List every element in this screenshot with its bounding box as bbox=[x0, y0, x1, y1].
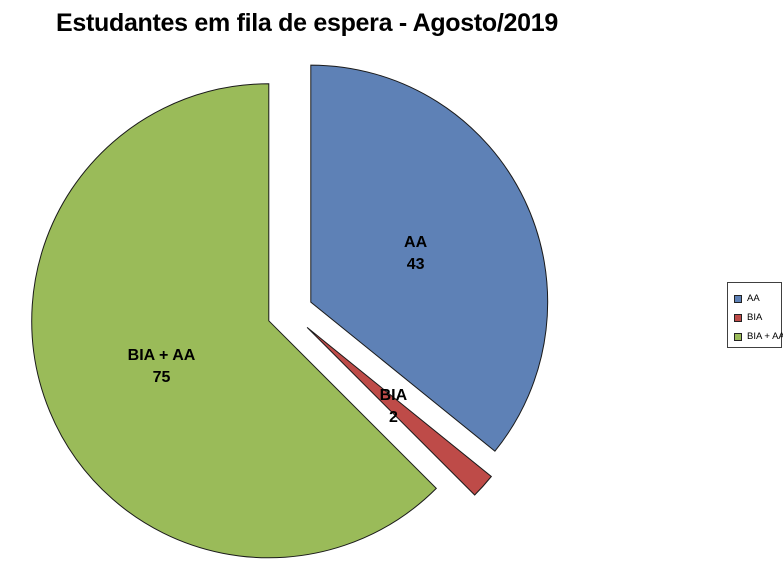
slice-label-bia-aa: BIA + AA 75 bbox=[128, 347, 196, 386]
legend-item-bia-aa[interactable]: BIA + AA bbox=[734, 327, 783, 346]
legend-item-bia[interactable]: BIA bbox=[734, 308, 781, 327]
legend-label-bia-aa: BIA + AA bbox=[747, 331, 783, 342]
legend-swatch-bia bbox=[734, 313, 742, 322]
legend-swatch-aa bbox=[734, 294, 742, 303]
legend-swatch-bia-aa bbox=[734, 332, 742, 341]
legend-label-aa: AA bbox=[747, 293, 760, 304]
legend: AA BIA BIA + AA bbox=[727, 282, 783, 348]
slice-label-bia: BIA 2 bbox=[380, 387, 408, 426]
slice-label-aa: AA 43 bbox=[404, 234, 428, 273]
legend-item-aa[interactable]: AA bbox=[734, 289, 781, 308]
legend-label-bia: BIA bbox=[747, 312, 763, 323]
pie-slice-aa[interactable] bbox=[310, 64, 549, 452]
pie-slice-bia[interactable] bbox=[306, 327, 493, 496]
chart-title: Estudantes em fila de espera - Agosto/20… bbox=[56, 9, 558, 37]
pie-slice-bia-aa[interactable] bbox=[31, 83, 438, 559]
